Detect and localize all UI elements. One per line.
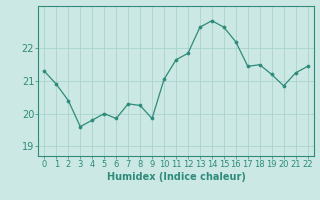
X-axis label: Humidex (Indice chaleur): Humidex (Indice chaleur) [107, 172, 245, 182]
